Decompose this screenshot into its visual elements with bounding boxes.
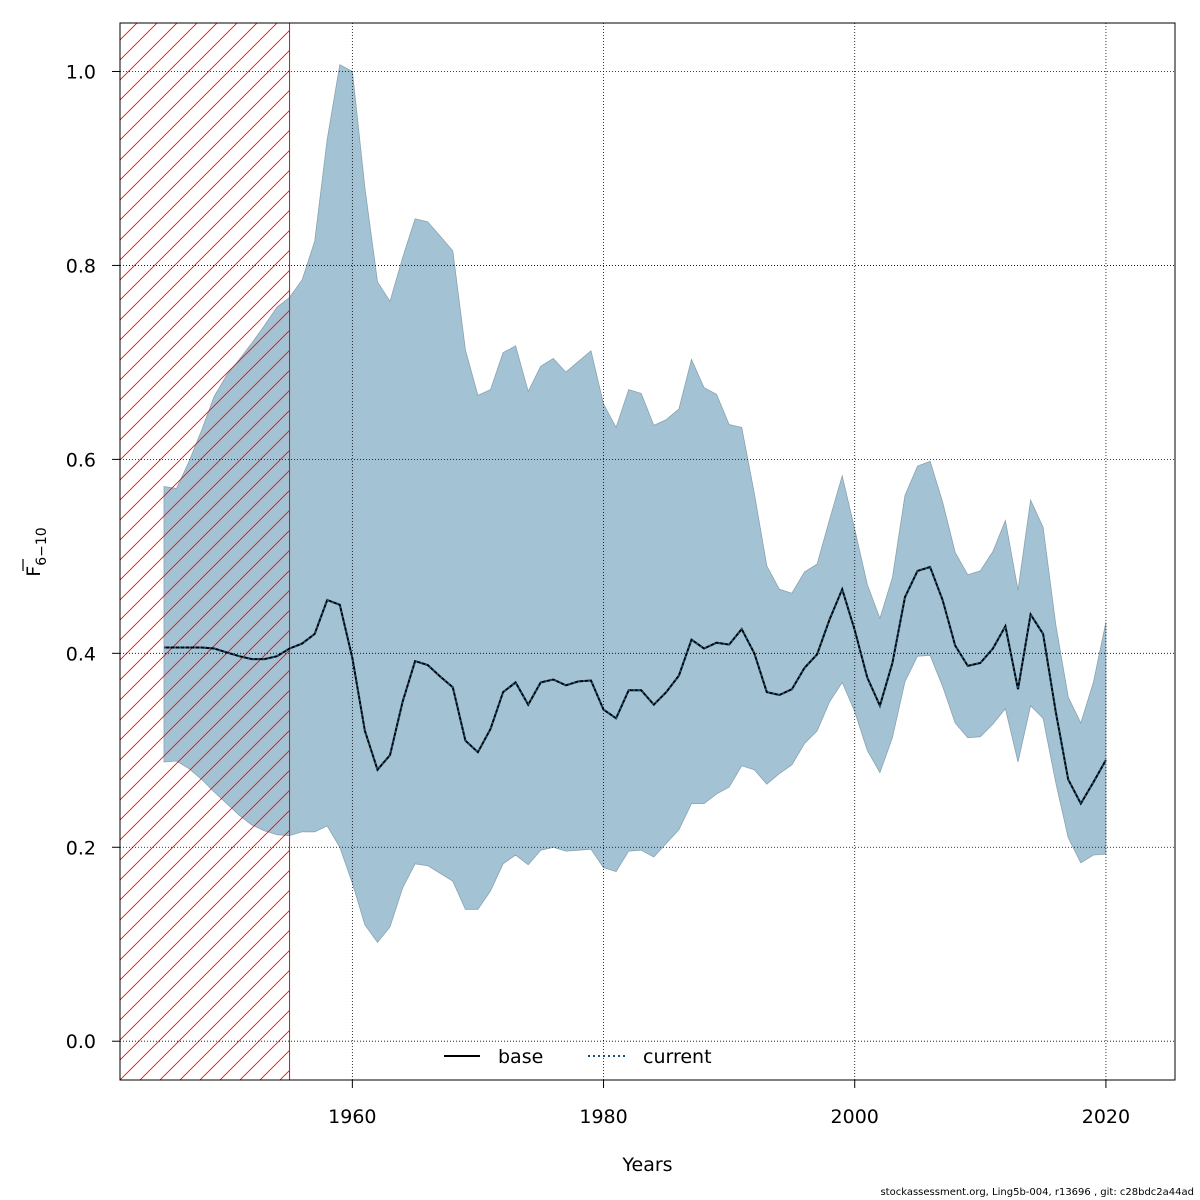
x-axis-title: Years: [621, 1154, 672, 1176]
hatched-region-layer: [119, 22, 291, 1081]
svg-text:F6−10: F6−10: [23, 527, 50, 576]
x-tick-label-1980: 1980: [579, 1106, 627, 1128]
legend: base current: [444, 1046, 712, 1068]
y-tick-label-5: 1.0: [66, 61, 96, 83]
confidence-band-layer: [163, 64, 1107, 943]
legend-current-label: current: [643, 1046, 712, 1068]
y-tick-label-4: 0.8: [66, 255, 96, 277]
x-tick-label-2020: 2020: [1082, 1106, 1130, 1128]
y-tick-label-3: 0.6: [66, 449, 96, 471]
y-tick-label-1: 0.2: [66, 837, 96, 859]
confidence-band: [163, 64, 1107, 943]
hatched-region: [119, 22, 291, 1081]
x-tick-label-1960: 1960: [328, 1106, 376, 1128]
footer-credit: stockassessment.org, Ling5b-004, r13696 …: [880, 1187, 1194, 1198]
y-axis-title: F6−10: [22, 527, 50, 577]
y-axis-title-sub: 6−10: [34, 527, 50, 565]
legend-base-label: base: [498, 1046, 543, 1068]
estimate-line-layer: [164, 565, 1107, 806]
x-tick-label-2000: 2000: [831, 1106, 879, 1128]
y-tick-label-0: 0.0: [66, 1031, 96, 1053]
y-tick-label-2: 0.4: [66, 643, 96, 665]
axis-layer: 1960 1980 2000 2020 0.0 0.2 0.4 0.6 0.8 1.0: [66, 61, 1130, 1128]
series-base-line: [164, 565, 1107, 806]
y-axis-title-main: F: [23, 566, 45, 577]
grid-layer: [120, 23, 1175, 1080]
plot-frame: [119, 22, 1176, 1081]
